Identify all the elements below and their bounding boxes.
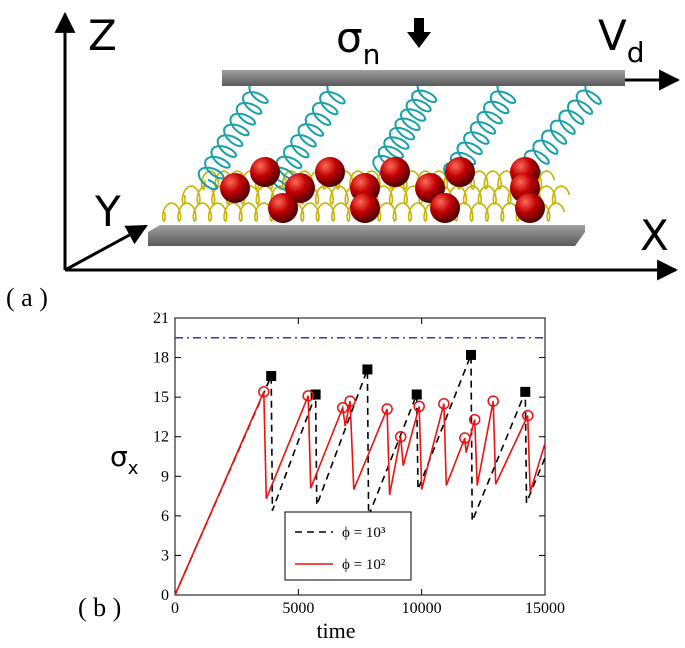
x-tick-label: 15000 bbox=[525, 600, 565, 617]
y-tick-label: 18 bbox=[153, 350, 169, 367]
marker bbox=[468, 413, 481, 426]
spring bbox=[268, 80, 346, 191]
y-tick-label: 3 bbox=[161, 547, 169, 564]
legend-label: ϕ = 10² bbox=[342, 557, 386, 573]
spring bbox=[200, 170, 556, 191]
x-tick-label: 5000 bbox=[282, 600, 314, 617]
bead bbox=[285, 173, 315, 203]
x-axis-title: time bbox=[316, 618, 355, 643]
bead bbox=[515, 193, 545, 223]
marker bbox=[394, 430, 407, 443]
y-tick-label: 0 bbox=[161, 587, 169, 604]
marker bbox=[438, 397, 450, 410]
springs bbox=[161, 79, 603, 223]
subscript: x bbox=[128, 458, 139, 479]
chart: ( b ) time σx 0 5000 10000 15000 0 3 6 9 12 15 18 2… bbox=[78, 310, 565, 643]
symbol: σ bbox=[336, 13, 363, 62]
marker bbox=[302, 390, 314, 402]
panel-label: ( a ) bbox=[6, 283, 48, 312]
plot-frame bbox=[174, 317, 546, 596]
legend-label: ϕ = 10³ bbox=[342, 525, 386, 541]
y-axis-arrow bbox=[64, 224, 148, 272]
top-plate bbox=[222, 70, 625, 86]
y-tick-label: 21 bbox=[153, 310, 169, 327]
y-tick-label: 6 bbox=[161, 508, 169, 525]
marker bbox=[459, 432, 471, 444]
velocity-label: Vd bbox=[598, 11, 645, 69]
stress-arrow bbox=[407, 18, 431, 48]
marker bbox=[336, 401, 349, 414]
panel-label: ( b ) bbox=[78, 593, 121, 622]
schematic: Z Y X σn Vd ( a ) bbox=[6, 11, 681, 312]
marker bbox=[411, 389, 422, 400]
marker bbox=[381, 403, 393, 415]
x-tick-label: 0 bbox=[171, 600, 179, 617]
bead bbox=[380, 157, 410, 187]
marker bbox=[258, 386, 270, 398]
series-line bbox=[174, 354, 546, 596]
bead bbox=[445, 157, 475, 187]
legend-box bbox=[284, 511, 412, 581]
normal-stress-label: σn bbox=[336, 13, 380, 71]
symbol: V bbox=[598, 11, 627, 60]
marker bbox=[521, 409, 534, 422]
y-label: Y bbox=[94, 187, 121, 236]
bead bbox=[315, 157, 345, 187]
x-tick-label: 10000 bbox=[402, 600, 442, 617]
series-line bbox=[174, 391, 546, 596]
bead bbox=[350, 193, 380, 223]
bead bbox=[268, 193, 298, 223]
marker bbox=[487, 395, 499, 407]
y-axis-title: σx bbox=[110, 440, 139, 479]
marker bbox=[466, 349, 476, 360]
bead bbox=[430, 193, 460, 223]
y-tick-label: 12 bbox=[153, 429, 169, 446]
bead bbox=[220, 173, 250, 203]
spring bbox=[197, 80, 269, 191]
marker bbox=[266, 371, 277, 382]
bottom-plate bbox=[148, 225, 585, 246]
bead bbox=[250, 157, 280, 187]
subscript: d bbox=[627, 36, 645, 69]
x-label: X bbox=[640, 211, 669, 260]
marker bbox=[520, 386, 531, 397]
symbol: σ bbox=[110, 440, 128, 473]
z-label: Z bbox=[88, 11, 117, 60]
y-tick-label: 15 bbox=[153, 389, 169, 406]
marker bbox=[310, 389, 321, 400]
y-tick-label: 9 bbox=[161, 468, 169, 485]
marker bbox=[344, 395, 356, 407]
marker bbox=[362, 364, 373, 375]
marker bbox=[413, 400, 425, 413]
subscript: n bbox=[363, 38, 381, 71]
